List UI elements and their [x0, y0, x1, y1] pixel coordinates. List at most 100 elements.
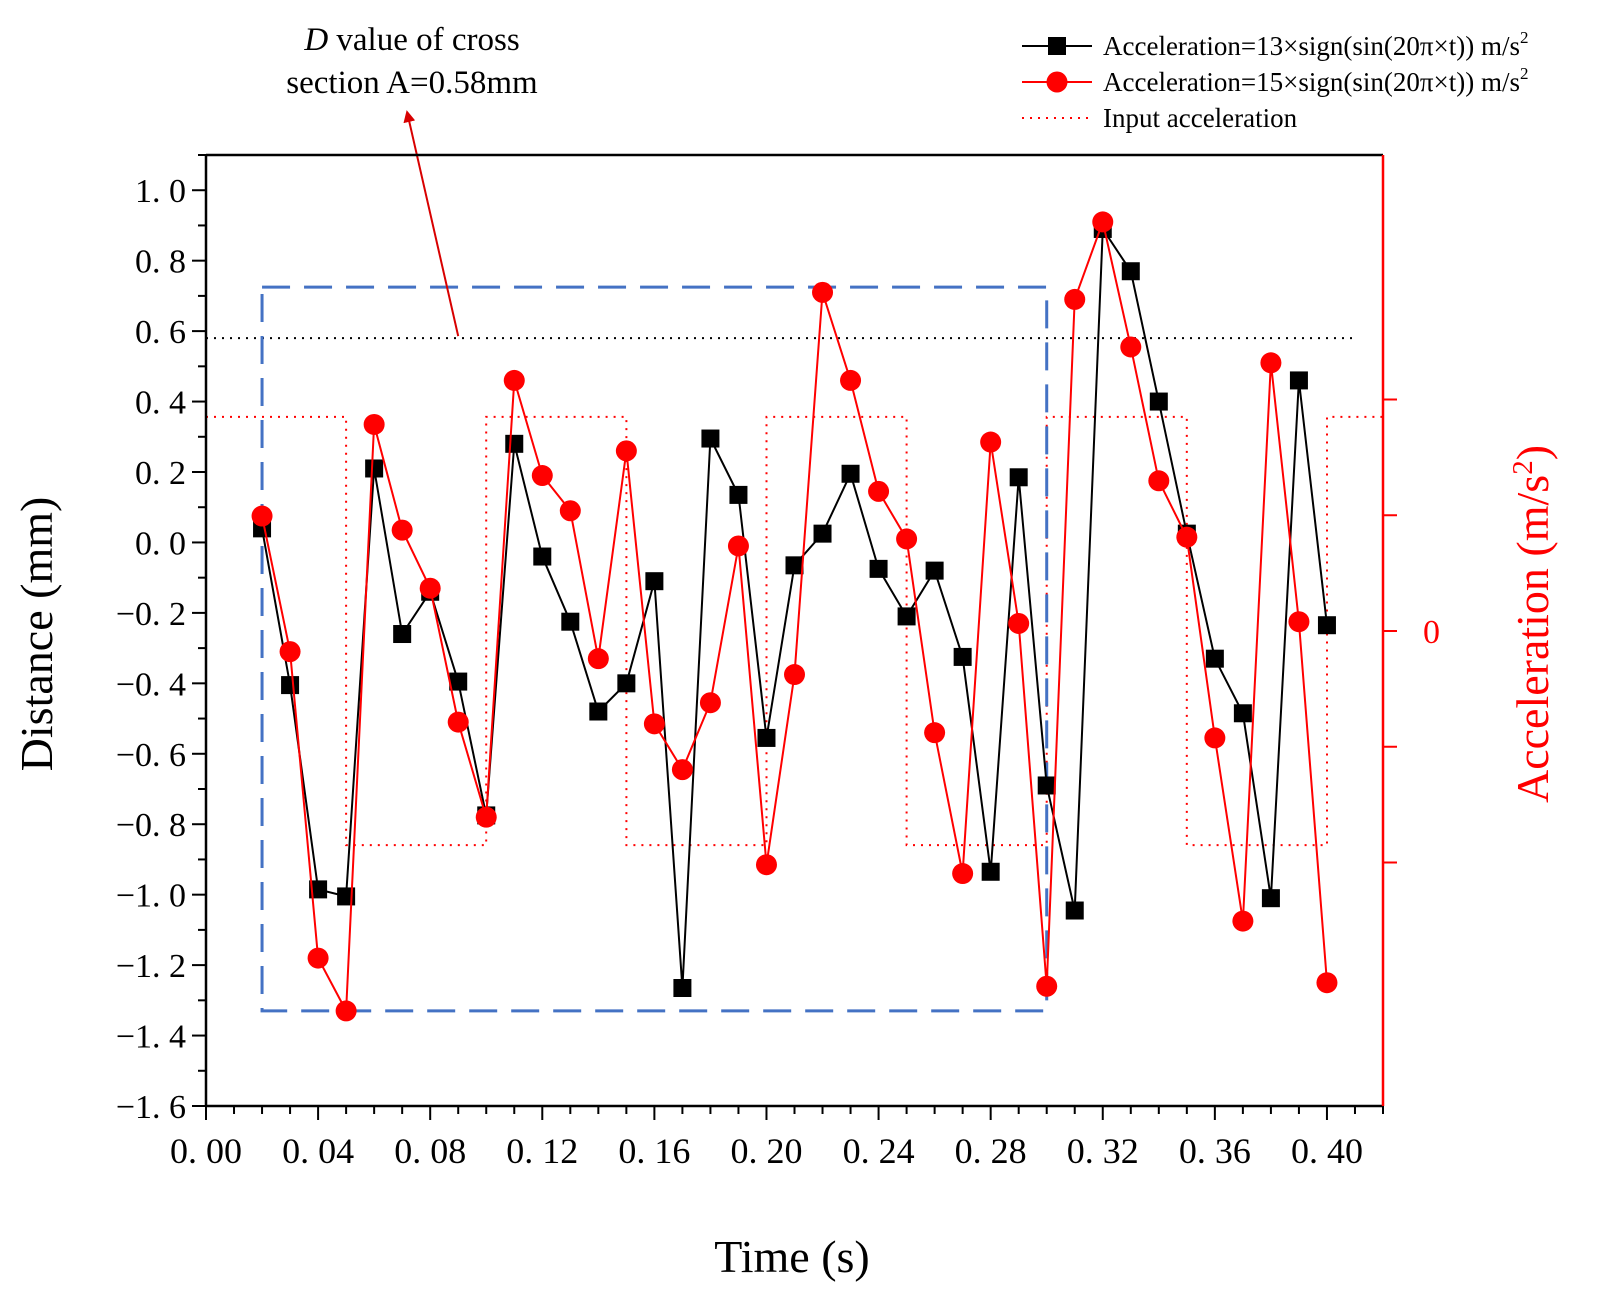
data-point-circle [307, 947, 329, 969]
data-point-square [1149, 392, 1168, 411]
data-point-circle [1316, 972, 1338, 994]
data-point-circle [335, 1000, 357, 1022]
y-tick-label: 1. 0 [135, 173, 186, 210]
legend-item-input-acceleration: Input acceleration [1022, 103, 1298, 133]
data-point-circle [755, 854, 777, 876]
data-point-square [561, 612, 580, 631]
data-point-square [449, 672, 468, 691]
data-point-circle [727, 535, 749, 557]
data-point-square [841, 464, 860, 483]
x-tick-label: 0. 28 [955, 1131, 1027, 1171]
data-point-square [505, 434, 524, 453]
data-point-square [1233, 704, 1252, 723]
y-tick-label: 0. 0 [135, 525, 186, 562]
annotation-arrow [403, 110, 460, 337]
data-point-square [785, 556, 804, 575]
data-point-square [757, 728, 776, 747]
data-point-circle [391, 519, 413, 541]
data-point-circle [1092, 211, 1114, 233]
data-point-circle [587, 648, 609, 670]
data-point-circle [671, 759, 693, 781]
data-point-circle [503, 369, 525, 391]
y-tick-label: 0. 4 [135, 385, 186, 422]
data-point-circle [251, 505, 273, 527]
plot-area: 0. 00 0. 04 0. 08 0. 12 0. 16 0. 20 0. 24 0. 28… [116, 110, 1440, 1171]
series-15 [251, 211, 1338, 1022]
series-line [261, 225, 1328, 989]
data-point-square [393, 625, 412, 644]
legend-item-series-15: Acceleration=15×sign(sin(20π×t)) m/s2 [1022, 64, 1528, 97]
annotation-line2: section A=0.58mm [286, 65, 538, 101]
legend-item-series-13: Acceleration=13×sign(sin(20π×t)) m/s2 [1022, 28, 1528, 61]
data-point-circle [1260, 352, 1282, 374]
y-axis-title: Distance (mm) [11, 497, 62, 772]
data-point-circle [419, 577, 441, 599]
data-point-square [281, 676, 300, 695]
data-point-square [701, 429, 720, 448]
y-tick-label: −1. 4 [116, 1019, 186, 1056]
data-point-square [897, 607, 916, 626]
x-tick-label: 0. 00 [170, 1131, 242, 1171]
x-tick-label: 0. 12 [506, 1131, 578, 1171]
y2-axis-title: Acceleration (m/s2) [1507, 445, 1558, 803]
data-point-circle [363, 413, 385, 435]
y2-tick-label: 0 [1423, 614, 1440, 651]
x-tick-label: 0. 40 [1291, 1131, 1363, 1171]
data-point-circle [980, 431, 1002, 453]
x-tick-label: 0. 08 [394, 1131, 466, 1171]
data-point-square [813, 524, 832, 543]
data-point-square [1065, 901, 1084, 920]
y-tick-label: 0. 8 [135, 244, 186, 281]
y-tick-label: −0. 6 [116, 737, 186, 774]
data-point-square [1205, 649, 1224, 668]
data-point-square [617, 674, 636, 693]
data-point-square [673, 979, 692, 998]
data-point-circle [1204, 727, 1226, 749]
data-point-square [869, 559, 888, 578]
data-point-circle [1120, 336, 1142, 358]
series-line [261, 218, 1328, 1015]
legend-label-input-acceleration: Input acceleration [1103, 103, 1298, 133]
data-point-circle [784, 664, 805, 686]
y-tick-label: −1. 6 [116, 1089, 186, 1126]
legend-label-series-15: Acceleration=15×sign(sin(20π×t)) m/s2 [1103, 64, 1528, 97]
data-point-circle [643, 713, 665, 735]
x-tick-label: 0. 32 [1067, 1131, 1139, 1171]
data-point-circle [1148, 470, 1170, 492]
annotation: D value of cross section A=0.58mm [286, 22, 538, 101]
data-point-circle [896, 528, 918, 550]
data-point-circle [699, 692, 721, 714]
data-point-circle [924, 722, 946, 744]
data-point-square [365, 459, 384, 478]
y-tick-label: −0. 2 [116, 596, 186, 633]
data-point-circle [812, 281, 834, 303]
y-tick-label: −1. 0 [116, 878, 186, 915]
highlight-box [260, 285, 1049, 1013]
data-point-square [1121, 262, 1140, 281]
x-tick-label: 0. 36 [1179, 1131, 1251, 1171]
data-point-square [533, 547, 552, 566]
data-point-circle [447, 711, 469, 733]
x-tick-label: 0. 16 [618, 1131, 690, 1171]
data-point-circle [1036, 975, 1058, 997]
annotation-line1: D value of cross [303, 22, 519, 58]
data-point-square [953, 647, 972, 666]
data-point-square [925, 561, 944, 580]
x-tick-label: 0. 24 [843, 1131, 915, 1171]
data-point-square [1009, 468, 1028, 487]
data-point-square [309, 880, 328, 899]
x-tick-label: 0. 20 [730, 1131, 802, 1171]
data-point-circle [531, 465, 553, 487]
y-tick-label: −1. 2 [116, 948, 186, 985]
data-point-circle [840, 369, 862, 391]
y-tick-label: 0. 2 [135, 455, 186, 492]
y-tick-label: −0. 8 [116, 807, 186, 844]
data-point-circle [1176, 526, 1198, 548]
data-point-square [1289, 371, 1308, 390]
data-point-square [729, 485, 748, 504]
data-point-circle [1288, 611, 1310, 633]
data-point-square [1037, 776, 1056, 795]
data-point-circle [475, 806, 497, 828]
data-point-square [981, 862, 1000, 881]
